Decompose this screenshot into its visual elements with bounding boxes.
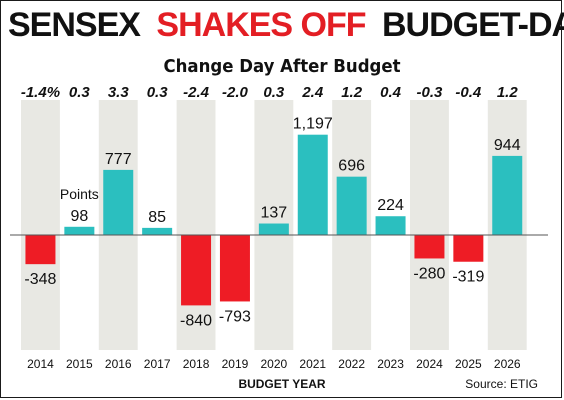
svg-text:SENSEX SHAKES OFF BUDG: SENSEX SHAKES OFF BUDGET-DAY BLOW [8,6,564,44]
headline: SENSEX SHAKES OFF BUDGET-DAY BLOW [8,6,564,44]
headline-part3: BUDGET-DAY BLOW [382,6,564,44]
chart-title: Change Day After Budget [163,56,401,77]
headline-part2: SHAKES OFF [156,6,365,44]
headline-part1: SENSEX [8,6,141,44]
